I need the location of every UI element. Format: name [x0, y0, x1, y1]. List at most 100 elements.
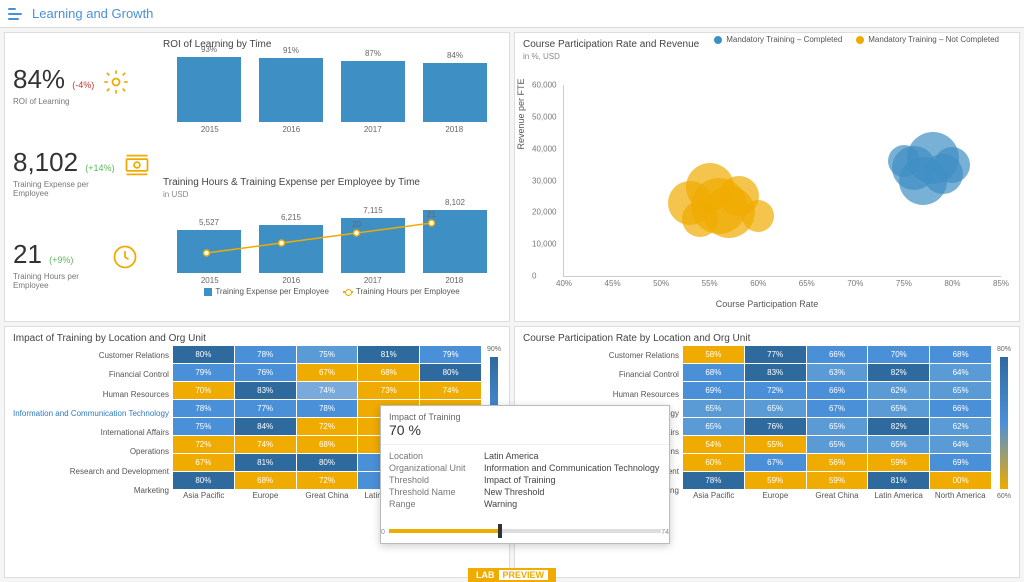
heat-cell[interactable]: 78% — [297, 400, 358, 417]
bar[interactable]: 87% — [333, 61, 413, 122]
heat-cell[interactable]: 80% — [420, 364, 481, 381]
heat-cell[interactable]: 81% — [868, 472, 929, 489]
bar[interactable]: 93% — [169, 57, 249, 122]
heat-cell[interactable]: 70% — [173, 382, 234, 399]
heat-cell[interactable]: 64% — [930, 364, 991, 381]
heat-cell[interactable]: 62% — [930, 418, 991, 435]
heat-cell[interactable]: 68% — [297, 436, 358, 453]
scatter-legend: Mandatory Training – CompletedMandatory … — [714, 35, 999, 44]
heat-cell[interactable]: 59% — [868, 454, 929, 471]
heat-cell[interactable]: 79% — [173, 364, 234, 381]
bubble[interactable] — [742, 200, 774, 232]
menu-icon[interactable] — [8, 8, 22, 20]
bar[interactable]: 6,215 — [251, 225, 331, 273]
tooltip-row: ThresholdImpact of Training — [389, 475, 661, 485]
heat-cell[interactable]: 82% — [868, 418, 929, 435]
heat-cell[interactable]: 84% — [235, 418, 296, 435]
bar[interactable]: 5,527 — [169, 230, 249, 273]
heat-cell[interactable]: 78% — [683, 472, 744, 489]
heat-cell[interactable]: 77% — [235, 400, 296, 417]
heat-cell[interactable]: 58% — [683, 346, 744, 363]
heat-cell[interactable]: 80% — [173, 346, 234, 363]
heat-cell[interactable]: 69% — [683, 382, 744, 399]
combo-legend: Training Expense per Employee Training H… — [163, 287, 501, 296]
heat-cell[interactable]: 54% — [683, 436, 744, 453]
bar[interactable]: 8,102 — [415, 210, 495, 273]
heat-cell[interactable]: 76% — [235, 364, 296, 381]
heat-cell[interactable]: 80% — [297, 454, 358, 471]
heat-cell[interactable]: 63% — [807, 364, 868, 381]
bar[interactable]: 91% — [251, 58, 331, 122]
kpi-item: 84% (-4%) ROI of Learning — [13, 64, 163, 106]
heat-row-label: International Affairs — [13, 424, 169, 441]
bubble[interactable] — [934, 147, 970, 183]
heat-cell[interactable]: 83% — [745, 364, 806, 381]
heat-cell[interactable]: 81% — [358, 346, 419, 363]
heat-cell[interactable]: 77% — [745, 346, 806, 363]
heat-cell[interactable]: 65% — [868, 436, 929, 453]
heat-cell[interactable]: 65% — [745, 400, 806, 417]
heat-cell[interactable]: 59% — [745, 472, 806, 489]
heat-cell[interactable]: 68% — [683, 364, 744, 381]
heat-cell[interactable]: 69% — [930, 454, 991, 471]
bar[interactable]: 84% — [415, 63, 495, 122]
heat-cell[interactable]: 80% — [173, 472, 234, 489]
heat-cell[interactable]: 74% — [297, 382, 358, 399]
clock-icon — [111, 243, 139, 271]
heat-cell[interactable]: 72% — [745, 382, 806, 399]
roi-chart[interactable]: ROI of Learning by Time 93%91%87%84% 201… — [163, 39, 501, 177]
heat-cell[interactable]: 65% — [807, 418, 868, 435]
heat-row: 68%83%63%82%64% — [683, 364, 991, 381]
heat-cell[interactable]: 72% — [173, 436, 234, 453]
heat-cell[interactable]: 67% — [745, 454, 806, 471]
heat-cell[interactable]: 83% — [235, 382, 296, 399]
heat-cell[interactable]: 74% — [420, 382, 481, 399]
heat-cell[interactable]: 56% — [807, 454, 868, 471]
heat-cell[interactable]: 66% — [807, 382, 868, 399]
heat-cell[interactable]: 81% — [235, 454, 296, 471]
heat-cell[interactable]: 76% — [745, 418, 806, 435]
heat-row-label: Customer Relations — [13, 347, 169, 364]
bar[interactable]: 7,115 — [333, 218, 413, 273]
heat-cell[interactable]: 68% — [930, 346, 991, 363]
heat-cell[interactable]: 82% — [868, 364, 929, 381]
heat-cell[interactable]: 72% — [297, 418, 358, 435]
kpi-label: ROI of Learning — [13, 97, 94, 106]
heat-cell[interactable]: 75% — [297, 346, 358, 363]
heat-cell[interactable]: 78% — [235, 346, 296, 363]
heat-cell[interactable]: 67% — [297, 364, 358, 381]
heat-cell[interactable]: 67% — [173, 454, 234, 471]
combo-chart[interactable]: Training Hours & Training Expense per Em… — [163, 177, 501, 315]
heat-row-label: Financial Control — [13, 366, 169, 383]
heat-cell[interactable]: 79% — [420, 346, 481, 363]
heat-cell[interactable]: 70% — [868, 346, 929, 363]
scatter-plot[interactable]: Revenue per FTE 010,00020,00030,00040,00… — [523, 65, 1011, 295]
heat-cell[interactable]: 68% — [235, 472, 296, 489]
heat-cell[interactable]: 65% — [868, 400, 929, 417]
heat-cell[interactable]: 72% — [297, 472, 358, 489]
heat-cell[interactable]: 73% — [358, 382, 419, 399]
tooltip-slider[interactable]: 0 74 — [381, 517, 669, 543]
heat-cell[interactable]: 67% — [807, 400, 868, 417]
kpi-value: 21 (+9%) — [13, 239, 103, 270]
tooltip-row: RangeWarning — [389, 499, 661, 509]
heat-cell[interactable]: 60% — [683, 454, 744, 471]
heat-cell[interactable]: 62% — [868, 382, 929, 399]
heat-cell[interactable]: 65% — [807, 436, 868, 453]
heat-cell[interactable]: 65% — [683, 418, 744, 435]
bubble[interactable] — [691, 178, 747, 234]
heat-cell[interactable]: 68% — [358, 364, 419, 381]
heat-row: 60%67%56%59%69% — [683, 454, 991, 471]
heat-cell[interactable]: 64% — [930, 436, 991, 453]
heat-cell[interactable]: 65% — [930, 382, 991, 399]
heat-cell[interactable]: 66% — [807, 346, 868, 363]
kpi-column: 84% (-4%) ROI of Learning 8,102 (+14%) T… — [13, 39, 163, 315]
heat-cell[interactable]: 75% — [173, 418, 234, 435]
heat-cell[interactable]: 78% — [173, 400, 234, 417]
heat-cell[interactable]: 00% — [930, 472, 991, 489]
heat-cell[interactable]: 65% — [683, 400, 744, 417]
heat-cell[interactable]: 59% — [807, 472, 868, 489]
heat-cell[interactable]: 66% — [930, 400, 991, 417]
heat-cell[interactable]: 55% — [745, 436, 806, 453]
heat-cell[interactable]: 74% — [235, 436, 296, 453]
